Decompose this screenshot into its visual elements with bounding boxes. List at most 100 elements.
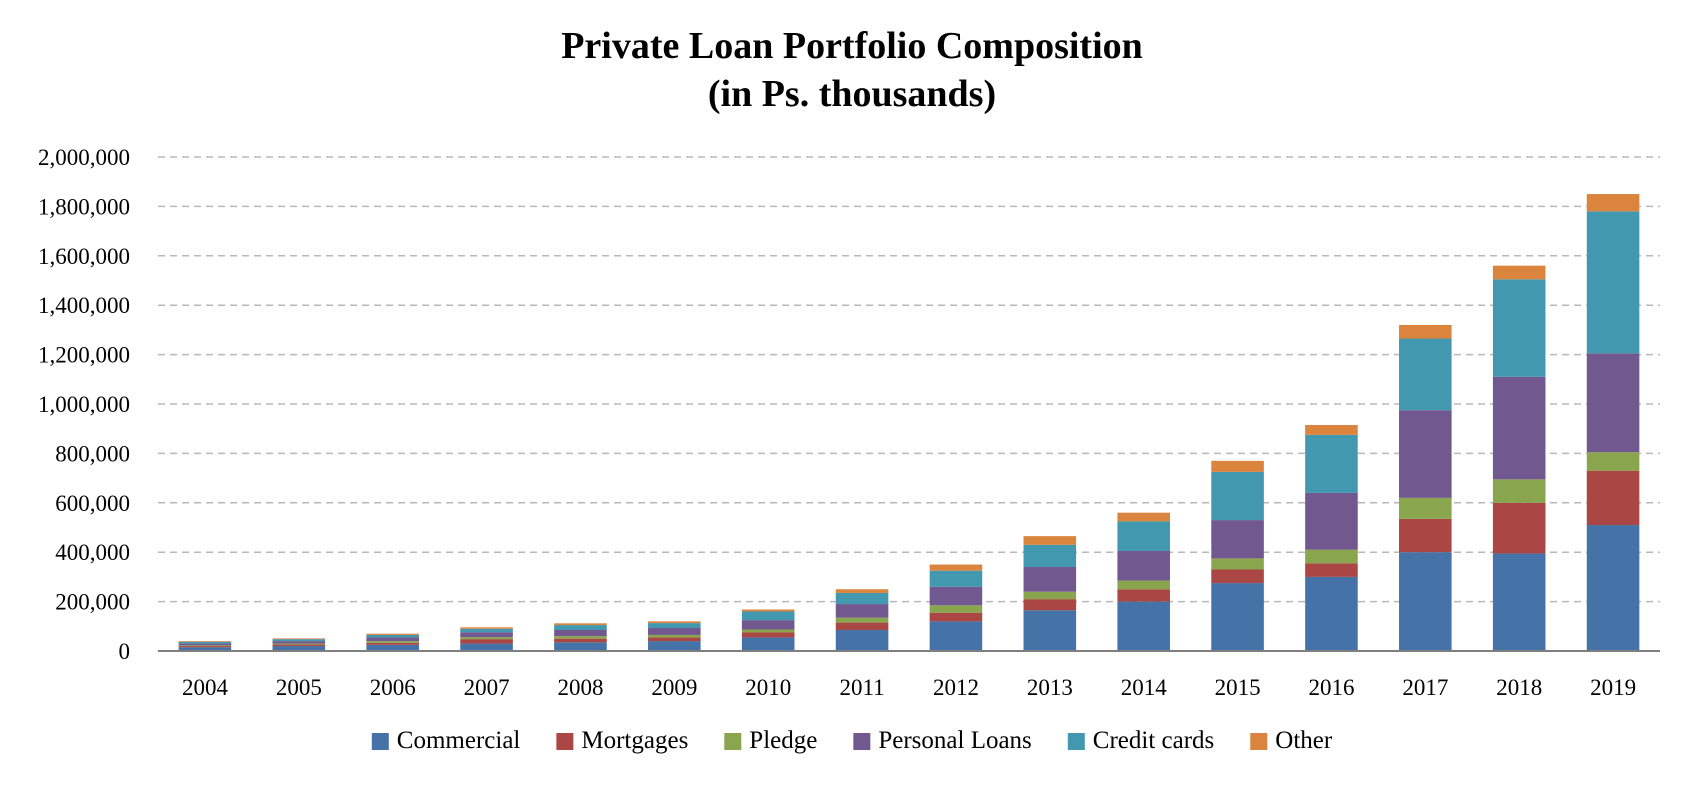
bar-segment [1023,610,1077,651]
legend-item: Other [1250,727,1333,754]
bar-segment [366,633,419,635]
bar-segment [1586,211,1640,354]
bar-segment [1117,580,1170,590]
bar-segment [1399,552,1452,651]
bar-segment [554,623,607,626]
bar-segment [929,605,983,613]
bar-segment [1399,518,1452,553]
bar-segment [460,632,513,638]
x-tick-label: 2016 [1308,675,1354,700]
bar-segment [554,625,607,631]
bar-segment [1586,525,1640,651]
x-tick-label: 2006 [370,675,416,700]
bar-segment [1211,460,1264,472]
y-axis-tick-labels: 0 200,000 400,000 600,000 800,000 1,000,000 1,… [38,145,130,664]
bar-segment [1305,424,1358,435]
bar-segment [366,637,419,642]
bar-segment [648,623,701,629]
x-tick-label: 2011 [839,675,884,700]
bar-segment [741,611,795,621]
bar-segment [1492,376,1546,480]
bar-segment [460,643,513,651]
x-tick-label: 2009 [651,675,697,700]
legend-label: Personal Loans [878,727,1031,754]
bar-segment [366,634,419,638]
bar-segment [835,604,889,618]
bar-segment [1492,265,1546,280]
x-tick-label: 2010 [745,675,791,700]
bar-segment [554,636,607,639]
legend-item: Commercial [371,727,520,754]
bar-segment [929,564,983,571]
y-tick-label: 1,200,000 [38,343,130,368]
legend-label: Credit cards [1093,727,1214,754]
bar-segment [835,589,889,593]
bar-segment [929,621,983,651]
bar-segment [648,621,701,624]
x-tick-label: 2005 [276,675,322,700]
legend-swatch [1067,733,1085,750]
y-tick-label: 1,800,000 [38,194,130,219]
bar-segment [741,629,795,633]
bar-segment [554,642,607,651]
x-tick-label: 2012 [933,675,979,700]
legend-swatch [724,733,742,750]
bar-segment [554,638,607,643]
bar-segment [1399,324,1452,339]
legend-item: Personal Loans [853,727,1032,754]
bar-segment [178,647,232,651]
bar-segment [929,612,983,622]
bar-segment [929,586,983,606]
y-tick-label: 400,000 [55,540,130,565]
bar-segment [460,639,513,644]
bar-segment [1211,583,1264,651]
bar-segment [460,628,513,633]
bar-segment [929,570,983,587]
legend-swatch [371,733,389,750]
bar-segment [1586,194,1640,212]
legend-label: Mortgages [581,727,688,754]
y-tick-label: 2,000,000 [38,145,130,170]
bar-segment [1305,563,1358,577]
bar-segment [835,617,889,623]
bar-segment [1023,591,1077,600]
y-tick-label: 200,000 [55,590,130,615]
bar-segment [1117,550,1170,581]
x-tick-label: 2018 [1496,675,1542,700]
x-tick-label: 2019 [1590,675,1636,700]
bar-segment [1023,599,1077,611]
x-tick-label: 2007 [464,675,510,700]
bar-segment [272,641,326,644]
chart-title-block: Private Loan Portfolio Composition (in P… [0,22,1704,118]
x-tick-label: 2008 [557,675,603,700]
bar-segment [1211,520,1264,559]
legend-label: Other [1275,727,1333,754]
bar-segment [554,630,607,637]
bar-segment [835,630,889,651]
bar-segment [741,620,795,630]
bar-segment [1399,338,1452,411]
y-tick-label: 600,000 [55,491,130,516]
bar-segment [366,641,419,643]
bar-segment [1305,434,1358,493]
bar-segment [835,592,889,605]
bar-segment [1586,353,1640,453]
bar-segment [178,643,232,646]
y-tick-label: 1,600,000 [38,244,130,269]
bar-segment [1492,502,1546,554]
bar-segment [1305,576,1358,651]
bar-segment [1211,569,1264,584]
bars [178,194,1640,651]
x-tick-label: 2015 [1215,675,1261,700]
bar-segment [1399,410,1452,498]
bar-segment [178,641,232,644]
y-tick-label: 0 [119,639,131,664]
bar-segment [460,637,513,640]
x-tick-label: 2013 [1027,675,1073,700]
bar-segment [178,645,232,647]
bar-segment [1492,279,1546,377]
bar-segment [1117,512,1170,522]
bar-segment [648,637,701,642]
bar-segment [1586,452,1640,471]
x-tick-label: 2014 [1121,675,1168,700]
